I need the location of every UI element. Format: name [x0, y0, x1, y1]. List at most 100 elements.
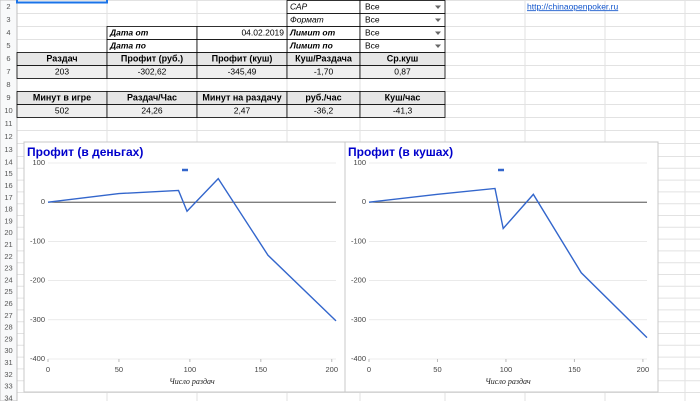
- row-number: 21: [4, 240, 12, 249]
- chart-title: Профит (в кушах): [348, 145, 453, 159]
- chart-frame: [344, 141, 659, 393]
- x-tick-label: 50: [115, 365, 123, 374]
- stat-value: -302,62: [138, 66, 167, 76]
- stat-value: 2,47: [234, 105, 251, 115]
- x-tick-label: 0: [367, 365, 371, 374]
- row-number: 3: [6, 15, 10, 24]
- row-number: 7: [6, 67, 10, 76]
- series-line: [368, 187, 648, 339]
- row-number: 26: [4, 299, 12, 308]
- row-number: 30: [4, 346, 12, 355]
- selected-cell: [16, 0, 108, 4]
- stat-header: Минут на раздачу: [202, 92, 281, 102]
- filter-value: Все: [365, 1, 380, 11]
- date-label: Дата по: [109, 40, 146, 50]
- date-value: 04.02.2019: [241, 27, 284, 37]
- filter-label: Лимит по: [289, 40, 333, 50]
- stat-value: 203: [55, 66, 69, 76]
- row-number: 5: [6, 41, 10, 50]
- stat-header: Профит (руб.): [121, 53, 183, 63]
- stat-header: Куш/Раздача: [295, 53, 353, 63]
- dropdown-arrow[interactable]: [435, 31, 441, 36]
- row-number: 15: [4, 169, 12, 178]
- dropdown-arrow[interactable]: [435, 5, 441, 10]
- y-tick-label: -400: [30, 354, 45, 363]
- row-number: 32: [4, 370, 12, 379]
- stat-value: 0,87: [394, 66, 411, 76]
- series-line: [47, 177, 337, 322]
- row-number: 2: [6, 2, 10, 11]
- stat-value: -41,3: [393, 105, 413, 115]
- row-number: 10: [4, 106, 12, 115]
- y-tick-label: 100: [353, 158, 366, 167]
- x-tick-label: 200: [325, 365, 338, 374]
- row-number: 25: [4, 287, 12, 296]
- filter-value: Все: [365, 27, 380, 37]
- row-number: 4: [6, 28, 10, 37]
- row-number: 18: [4, 205, 12, 214]
- x-tick-label: 100: [184, 365, 197, 374]
- stat-header: Профит (куш): [212, 53, 273, 63]
- dropdown-arrow[interactable]: [435, 18, 441, 23]
- stat-value: -36,2: [314, 105, 334, 115]
- x-axis-label: Число раздач: [485, 377, 531, 386]
- chart-title: Профит (в деньгах): [27, 145, 143, 159]
- x-axis-label: Число раздач: [169, 377, 215, 386]
- dropdown-arrow[interactable]: [435, 44, 441, 49]
- y-tick-label: -100: [351, 236, 366, 245]
- row-number: 9: [6, 93, 10, 102]
- stat-value: 24,26: [141, 105, 163, 115]
- stat-header: руб./час: [305, 92, 341, 102]
- y-tick-label: 0: [41, 197, 45, 206]
- chart-frame: [23, 141, 346, 393]
- row-number: 17: [4, 193, 12, 202]
- row-number: 6: [6, 54, 10, 63]
- date-label: Дата от: [109, 27, 149, 37]
- stat-value: 502: [55, 105, 69, 115]
- row-number: 34: [4, 393, 12, 401]
- stat-header: Минут в игре: [33, 92, 91, 102]
- row-number: 12: [4, 132, 12, 141]
- y-tick-label: -100: [30, 236, 45, 245]
- filter-value: Все: [365, 40, 380, 50]
- y-tick-label: -200: [30, 276, 45, 285]
- row-number: 31: [4, 358, 12, 367]
- value-cell: [359, 65, 446, 79]
- value-cell: [359, 104, 446, 118]
- date-value-cell: [196, 39, 288, 53]
- y-tick-label: -200: [351, 276, 366, 285]
- x-tick-label: 150: [568, 365, 581, 374]
- row-number: 8: [6, 80, 10, 89]
- row-number: 22: [4, 252, 12, 261]
- row-number: 33: [4, 382, 12, 391]
- row-number: 24: [4, 275, 12, 284]
- row-number: 28: [4, 323, 12, 332]
- filter-label: Формат: [290, 14, 324, 24]
- stat-header: Раздач: [46, 53, 77, 63]
- row-number: 13: [4, 145, 12, 154]
- row-number: 27: [4, 311, 12, 320]
- filter-label: САР: [290, 1, 308, 11]
- x-tick-label: 100: [500, 365, 513, 374]
- row-number: 16: [4, 181, 12, 190]
- x-tick-label: 0: [46, 365, 50, 374]
- filter-label: Лимит от: [289, 27, 336, 37]
- x-tick-label: 50: [433, 365, 441, 374]
- row-header: [0, 0, 18, 401]
- x-tick-label: 200: [637, 365, 650, 374]
- stat-value: -1,70: [314, 66, 334, 76]
- row-number: 29: [4, 334, 12, 343]
- x-tick-label: 150: [255, 365, 268, 374]
- filter-value: Все: [365, 14, 380, 24]
- stat-header: Раздач/Час: [127, 92, 177, 102]
- y-tick-label: -300: [30, 315, 45, 324]
- stat-header: Ср.куш: [387, 53, 419, 63]
- y-tick-label: -400: [351, 354, 366, 363]
- link[interactable]: http://chinaopenpoker.ru: [527, 1, 618, 11]
- y-tick-label: -300: [351, 315, 366, 324]
- stat-header: Куш/час: [385, 92, 421, 102]
- row-number: 11: [5, 119, 13, 128]
- row-number: 14: [4, 157, 12, 166]
